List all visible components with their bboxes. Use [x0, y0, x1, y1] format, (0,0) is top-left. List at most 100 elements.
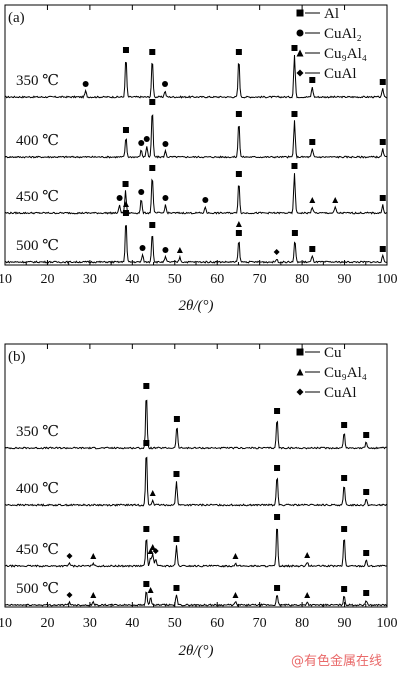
- diffraction-trace: [4, 399, 388, 450]
- phase-marker: [202, 197, 209, 203]
- phase-marker: [309, 77, 316, 83]
- phase-marker: [66, 553, 73, 559]
- phase-marker: [291, 45, 298, 51]
- phase-marker: [235, 171, 242, 177]
- diffraction-trace: [5, 528, 388, 568]
- series-label: 350 ℃: [16, 424, 59, 440]
- phase-marker: [173, 471, 180, 477]
- x-axis-label: 2θ/(°): [178, 298, 213, 314]
- phase-marker: [122, 201, 129, 207]
- phase-marker: [122, 127, 129, 133]
- x-tick-label: 100: [377, 272, 398, 287]
- phase-marker: [139, 245, 146, 251]
- phase-marker: [309, 139, 316, 145]
- legend-label: CuAl₂: [324, 26, 362, 42]
- phase-marker: [304, 592, 311, 598]
- phase-marker: [149, 99, 156, 105]
- x-tick-label: 20: [40, 616, 54, 631]
- phase-marker: [304, 552, 311, 558]
- phase-marker: [147, 587, 154, 593]
- phase-marker: [82, 81, 89, 87]
- diffraction-trace: [4, 54, 388, 99]
- legend-label: CuAl: [324, 385, 357, 401]
- phase-marker: [363, 550, 370, 556]
- phase-marker: [363, 489, 370, 495]
- x-tick-label: 40: [125, 616, 139, 631]
- phase-marker: [143, 383, 150, 389]
- legend-label: Al: [324, 6, 339, 22]
- phase-marker: [309, 246, 316, 252]
- phase-marker: [341, 526, 348, 532]
- phase-marker: [232, 592, 239, 598]
- phase-marker: [235, 230, 242, 236]
- phase-marker: [149, 222, 156, 228]
- x-tick-label: 70: [253, 616, 267, 631]
- phase-marker: [291, 111, 298, 117]
- phase-marker: [274, 514, 281, 520]
- legend-label: Cu₉Al₄: [324, 365, 367, 381]
- phase-marker: [162, 195, 169, 201]
- x-tick-label: 60: [210, 616, 224, 631]
- phase-marker: [274, 408, 281, 414]
- series-label: 500 ℃: [16, 581, 59, 597]
- phase-marker: [341, 475, 348, 481]
- phase-marker: [363, 590, 370, 596]
- phase-marker: [173, 585, 180, 591]
- x-tick-label: 50: [168, 272, 182, 287]
- phase-marker: [341, 422, 348, 428]
- phase-marker: [273, 249, 280, 255]
- x-tick-label: 80: [295, 616, 309, 631]
- series-label: 350 ℃: [16, 73, 59, 89]
- diffraction-trace: [4, 114, 388, 159]
- phase-marker: [291, 230, 298, 236]
- phase-marker: [162, 247, 169, 253]
- phase-marker: [149, 49, 156, 55]
- x-tick-label: 90: [338, 616, 352, 631]
- x-tick-label: 10: [0, 272, 12, 287]
- x-tick-label: 10: [0, 616, 12, 631]
- phase-marker: [162, 81, 169, 87]
- panel-label: (b): [8, 349, 26, 365]
- x-tick-label: 30: [83, 272, 97, 287]
- phase-marker: [235, 49, 242, 55]
- legend-marker: [296, 29, 304, 37]
- phase-marker: [176, 247, 183, 253]
- x-tick-label: 90: [338, 272, 352, 287]
- phase-marker: [143, 136, 150, 142]
- legend-marker: [296, 69, 304, 77]
- x-tick-label: 20: [40, 272, 54, 287]
- x-tick-label: 40: [125, 272, 139, 287]
- series-label: 400 ℃: [16, 133, 59, 149]
- legend-marker: [296, 368, 304, 376]
- phase-marker: [116, 195, 123, 201]
- legend-label: CuAl: [324, 66, 357, 82]
- phase-marker: [147, 548, 154, 554]
- phase-marker: [274, 465, 281, 471]
- phase-marker: [149, 544, 156, 550]
- phase-marker: [235, 221, 242, 227]
- phase-marker: [379, 79, 386, 85]
- plot-frame: [4, 4, 388, 266]
- phase-marker: [379, 139, 386, 145]
- series-label: 450 ℃: [16, 189, 59, 205]
- plot-frame: [4, 343, 388, 608]
- phase-marker: [143, 526, 150, 532]
- phase-marker: [90, 553, 97, 559]
- phase-marker: [291, 163, 298, 169]
- phase-marker: [90, 592, 97, 598]
- legend-marker: [296, 388, 304, 396]
- phase-marker: [332, 197, 339, 203]
- phase-marker: [232, 553, 239, 559]
- legend-label: Cu₉Al₄: [324, 46, 367, 62]
- phase-marker: [173, 416, 180, 422]
- phase-marker: [122, 47, 129, 53]
- phase-marker: [143, 581, 150, 587]
- phase-marker: [122, 181, 129, 187]
- diffraction-trace: [4, 173, 388, 215]
- phase-marker: [379, 246, 386, 252]
- phase-marker: [309, 197, 316, 203]
- x-tick-label: 80: [295, 272, 309, 287]
- diffraction-trace: [4, 225, 388, 264]
- series-label: 500 ℃: [16, 238, 59, 254]
- x-tick-label: 60: [210, 272, 224, 287]
